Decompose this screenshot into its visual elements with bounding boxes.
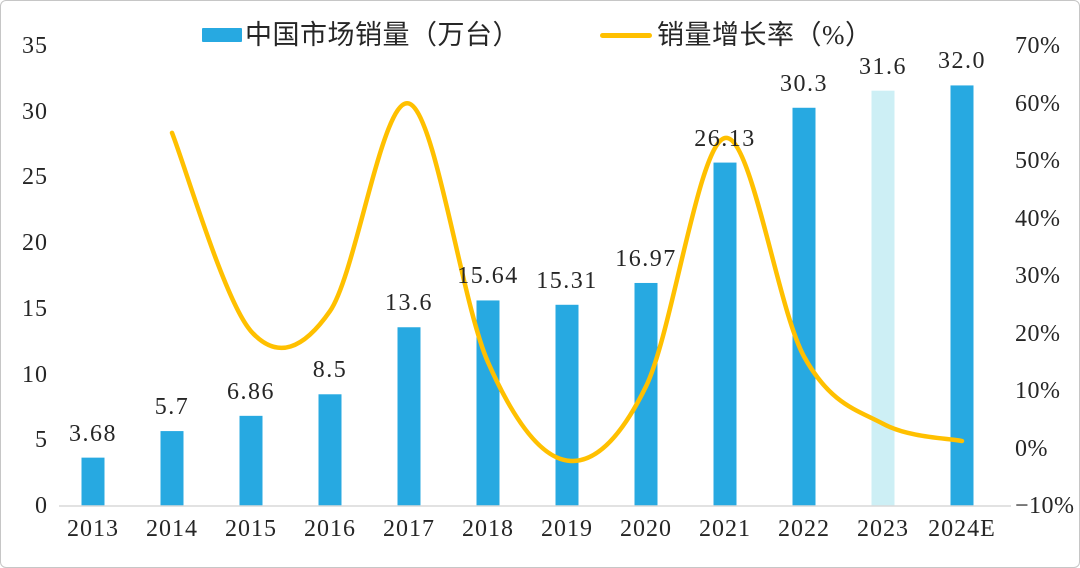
bar-2015 xyxy=(239,415,263,506)
bar-2013 xyxy=(81,457,105,506)
growth-rate-line xyxy=(169,101,965,464)
bar-series-swatch xyxy=(202,28,242,42)
line-series-label: 销量增长率（%） xyxy=(657,20,873,50)
legend-item-china-sales: 中国市场销量（万台） xyxy=(202,20,520,50)
legend-item-growth-rate: 销量增长率（%） xyxy=(600,20,873,50)
bar-2020 xyxy=(634,282,658,506)
bar-2024E xyxy=(950,85,974,506)
bar-series-label: 中国市场销量（万台） xyxy=(245,20,520,50)
bar-2017 xyxy=(397,327,421,506)
bar-2018 xyxy=(476,300,500,506)
bar-2016 xyxy=(318,394,342,506)
bar-2021 xyxy=(713,162,737,506)
bar-2022 xyxy=(792,107,816,507)
line-series-swatch xyxy=(600,32,652,38)
bar-2014 xyxy=(160,431,184,506)
bar-2019 xyxy=(555,304,579,506)
bar-2023 xyxy=(871,90,895,506)
